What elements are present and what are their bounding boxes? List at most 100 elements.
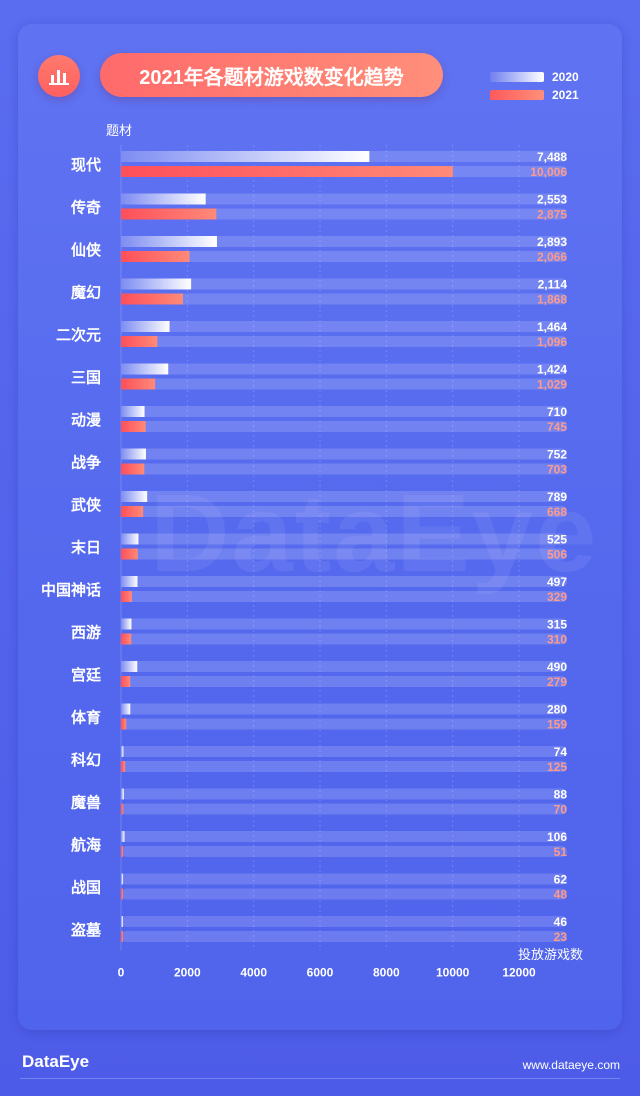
category-label: 中国神话 — [41, 581, 101, 599]
bar-2021 — [121, 676, 131, 687]
legend-item-2021: 2021 — [490, 86, 610, 104]
bar-2021 — [121, 888, 123, 900]
bar-track — [121, 236, 567, 247]
data-label-2021: 10,006 — [530, 165, 567, 179]
data-label-2020: 280 — [547, 703, 567, 717]
bar-track — [121, 448, 567, 460]
bar-track — [121, 703, 567, 715]
bar-2020 — [121, 321, 170, 332]
bar-2020 — [121, 278, 192, 290]
bar-2021 — [121, 208, 217, 220]
bar-track — [121, 873, 567, 885]
bar-track — [121, 761, 567, 772]
bar-track — [121, 788, 567, 800]
bar-track — [121, 846, 567, 857]
y-axis-label: 题材 — [106, 123, 133, 138]
x-tick-label: 10000 — [436, 966, 470, 980]
data-label-2020: 106 — [547, 830, 567, 844]
legend-swatch-2020 — [490, 72, 544, 82]
bar-track — [121, 548, 567, 560]
bar-2020 — [121, 236, 217, 247]
bar-2020 — [121, 363, 169, 375]
x-tick-label: 0 — [118, 966, 125, 980]
bar-track — [121, 506, 567, 517]
bar-2021 — [121, 548, 138, 560]
bar-track — [121, 931, 567, 942]
bar-track — [121, 293, 567, 305]
bar-track — [121, 803, 567, 815]
category-label: 动漫 — [71, 411, 102, 429]
x-tick-label: 8000 — [373, 966, 400, 980]
bar-2020 — [121, 193, 206, 205]
data-label-2020: 789 — [547, 490, 567, 504]
bar-track — [121, 321, 567, 332]
footer-url[interactable]: www.dataeye.com — [522, 1058, 620, 1072]
data-label-2021: 2,875 — [537, 208, 567, 222]
bar-track — [121, 676, 567, 687]
bar-2021 — [121, 378, 156, 390]
category-label: 魔兽 — [71, 794, 101, 812]
bar-2020 — [121, 491, 148, 502]
data-label-2021: 703 — [547, 463, 567, 477]
bar-2021 — [121, 591, 132, 602]
bar-track — [121, 661, 567, 672]
data-label-2020: 1,424 — [537, 363, 567, 377]
category-label: 末日 — [71, 539, 101, 557]
bar-track — [121, 336, 567, 347]
legend-label-2020: 2020 — [552, 70, 579, 84]
data-label-2020: 74 — [554, 745, 568, 759]
data-label-2020: 88 — [554, 788, 568, 802]
x-axis-label: 投放游戏数 — [518, 947, 584, 962]
bar-2020 — [121, 533, 139, 545]
data-label-2021: 745 — [547, 420, 567, 434]
bar-2020 — [121, 873, 124, 885]
data-label-2020: 497 — [547, 575, 567, 589]
data-label-2020: 710 — [547, 405, 567, 419]
bar-2020 — [121, 788, 124, 800]
footer-logo: DataEye — [22, 1052, 90, 1071]
category-label: 科幻 — [71, 751, 101, 769]
category-label: 体育 — [71, 709, 101, 727]
data-label-2021: 159 — [547, 718, 567, 732]
category-label: 传奇 — [70, 199, 101, 217]
data-label-2021: 506 — [547, 548, 567, 562]
data-label-2020: 62 — [554, 873, 568, 887]
data-label-2020: 2,553 — [537, 193, 567, 207]
data-label-2020: 2,893 — [537, 235, 567, 249]
data-label-2020: 46 — [554, 915, 568, 929]
bar-2021 — [121, 846, 123, 857]
data-label-2020: 315 — [547, 618, 567, 632]
data-label-2021: 329 — [547, 590, 567, 604]
bar-2020 — [121, 916, 123, 927]
category-label: 三国 — [71, 370, 101, 387]
grid — [120, 145, 520, 951]
data-label-2021: 2,066 — [537, 250, 567, 264]
bar-2020 — [121, 618, 132, 630]
bar-2021 — [121, 421, 146, 432]
x-tick-label: 2000 — [174, 966, 201, 980]
category-label: 二次元 — [56, 326, 101, 344]
data-label-2021: 125 — [547, 760, 567, 774]
data-label-2020: 490 — [547, 660, 567, 674]
category-label: 宫廷 — [71, 666, 102, 684]
x-tick-label: 12000 — [502, 966, 536, 980]
category-label: 魔幻 — [71, 284, 101, 302]
bar-2021 — [121, 931, 123, 942]
data-label-2021: 51 — [554, 845, 568, 859]
bar-track — [121, 463, 567, 475]
bar-2021 — [121, 293, 183, 305]
bar-2021 — [121, 251, 190, 262]
bar-track — [121, 208, 567, 220]
data-label-2021: 1,029 — [537, 378, 567, 392]
bar-track — [121, 278, 567, 290]
x-tick-label: 4000 — [240, 966, 267, 980]
bar-2021 — [121, 463, 145, 475]
chart-title: 2021年各题材游戏数变化趋势 — [100, 53, 443, 97]
bar-track — [121, 888, 567, 900]
category-label: 现代 — [71, 156, 101, 174]
category-label: 西游 — [71, 624, 101, 642]
bar-track — [121, 746, 567, 757]
category-label: 武侠 — [71, 496, 102, 514]
